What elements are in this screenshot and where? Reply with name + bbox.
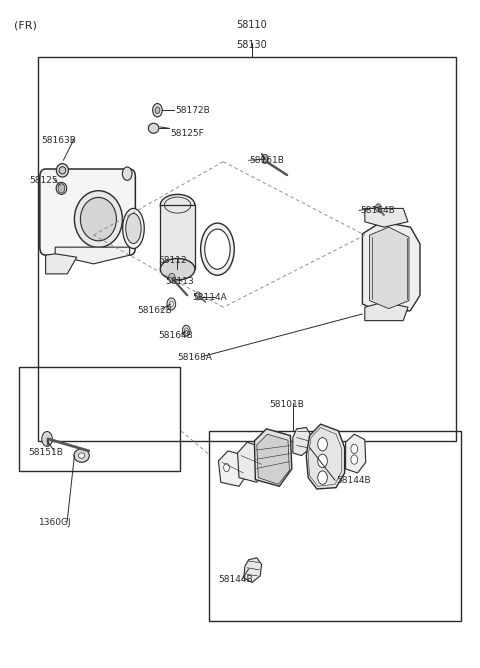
- Ellipse shape: [57, 164, 69, 177]
- Text: 58172B: 58172B: [175, 106, 210, 115]
- Circle shape: [122, 167, 132, 180]
- Text: 58125F: 58125F: [170, 129, 204, 138]
- Circle shape: [155, 107, 160, 114]
- Polygon shape: [254, 429, 292, 486]
- Text: 58130: 58130: [237, 40, 267, 50]
- Polygon shape: [160, 205, 195, 269]
- Ellipse shape: [160, 259, 195, 280]
- Circle shape: [318, 438, 327, 451]
- Text: 1360GJ: 1360GJ: [39, 518, 72, 527]
- Text: 58114A: 58114A: [192, 293, 227, 302]
- Circle shape: [224, 464, 229, 472]
- Circle shape: [58, 184, 65, 193]
- Text: 58151B: 58151B: [28, 448, 63, 457]
- Circle shape: [262, 154, 268, 164]
- Polygon shape: [362, 222, 420, 314]
- Circle shape: [384, 275, 393, 287]
- Text: 58144B: 58144B: [218, 575, 253, 584]
- Ellipse shape: [201, 223, 234, 275]
- Circle shape: [168, 273, 175, 283]
- Ellipse shape: [122, 208, 144, 248]
- Circle shape: [42, 432, 52, 446]
- Text: 58110: 58110: [237, 20, 267, 30]
- Bar: [38, 57, 456, 441]
- Polygon shape: [293, 428, 311, 456]
- Circle shape: [167, 298, 176, 310]
- Ellipse shape: [74, 449, 89, 462]
- Circle shape: [169, 301, 173, 307]
- Text: 58161B: 58161B: [250, 156, 285, 165]
- Ellipse shape: [79, 453, 85, 458]
- Circle shape: [351, 455, 358, 464]
- Circle shape: [184, 328, 188, 333]
- Polygon shape: [257, 434, 289, 484]
- Polygon shape: [55, 247, 130, 264]
- Ellipse shape: [74, 191, 122, 248]
- Polygon shape: [244, 558, 262, 582]
- Bar: [209, 431, 461, 621]
- Text: 58164B: 58164B: [360, 206, 395, 215]
- Circle shape: [318, 454, 327, 468]
- Polygon shape: [370, 227, 409, 309]
- Text: 58125: 58125: [29, 176, 58, 185]
- Ellipse shape: [59, 167, 66, 174]
- Polygon shape: [346, 434, 366, 473]
- Circle shape: [384, 230, 393, 242]
- Bar: [19, 367, 180, 471]
- Ellipse shape: [80, 198, 116, 241]
- Polygon shape: [46, 254, 77, 274]
- Circle shape: [375, 204, 381, 212]
- FancyBboxPatch shape: [40, 169, 135, 255]
- Text: 58101B: 58101B: [269, 399, 304, 409]
- Text: 58144B: 58144B: [336, 476, 371, 486]
- Circle shape: [195, 292, 201, 300]
- Circle shape: [318, 471, 327, 484]
- Circle shape: [384, 252, 393, 264]
- Polygon shape: [365, 208, 408, 227]
- Ellipse shape: [126, 214, 141, 244]
- Circle shape: [153, 104, 162, 117]
- Circle shape: [351, 444, 358, 454]
- Polygon shape: [306, 424, 345, 489]
- Text: 58168A: 58168A: [178, 353, 213, 362]
- Ellipse shape: [204, 229, 230, 269]
- Circle shape: [182, 325, 190, 336]
- Text: 58112: 58112: [158, 256, 187, 265]
- Text: 58163B: 58163B: [41, 136, 76, 145]
- Ellipse shape: [148, 124, 159, 134]
- Ellipse shape: [160, 194, 195, 216]
- Text: 58113: 58113: [166, 277, 194, 287]
- Polygon shape: [238, 442, 265, 482]
- Ellipse shape: [56, 182, 67, 194]
- Text: 58164B: 58164B: [158, 331, 193, 340]
- Text: 58162B: 58162B: [137, 306, 171, 315]
- Text: (FR): (FR): [14, 20, 37, 30]
- Polygon shape: [218, 451, 247, 486]
- Polygon shape: [365, 302, 408, 321]
